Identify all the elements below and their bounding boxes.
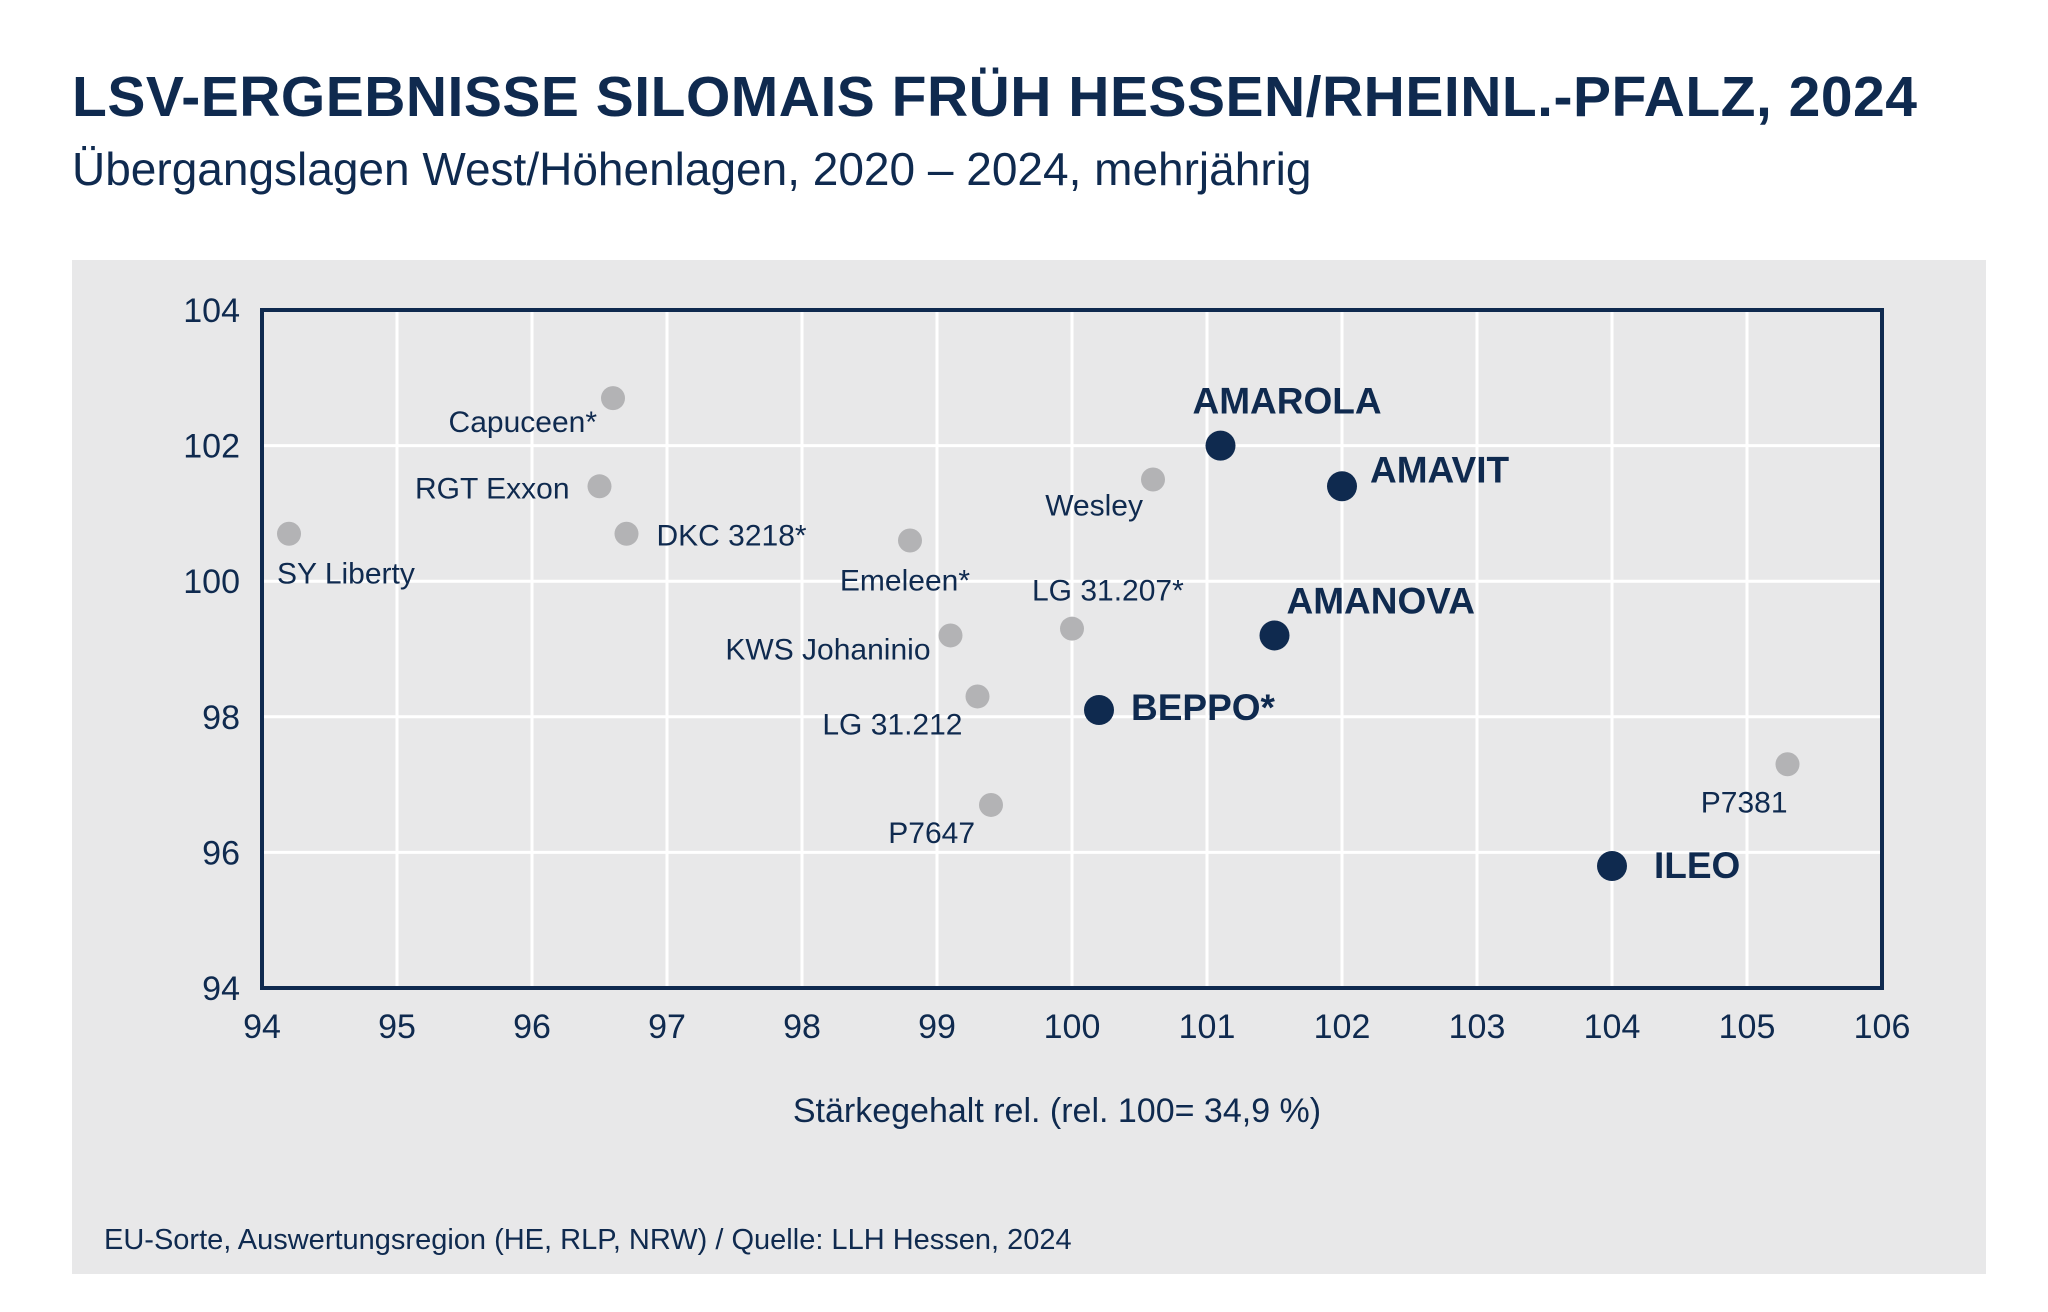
footnote: EU-Sorte, Auswertungsregion (HE, RLP, NR… <box>104 1224 1072 1256</box>
chart-subtitle: Übergangslagen West/Höhenlagen, 2020 – 2… <box>72 143 1312 195</box>
x-axis-label: Stärkegehalt rel. (rel. 100= 34,9 %) <box>793 1092 1321 1130</box>
point-labels: AMAROLA AMAVIT AMANOVA BEPPO* ILEO Capuceen* R… <box>277 381 1788 886</box>
data-point <box>965 684 990 709</box>
point-label: RGT Exxon <box>415 472 570 505</box>
y-tick-label: 96 <box>202 834 240 872</box>
point-label: DKC 3218* <box>657 520 807 553</box>
highlight-point <box>1327 471 1357 502</box>
x-tick-label: 102 <box>1314 1008 1371 1046</box>
y-tick-label: 98 <box>202 699 240 737</box>
chart-title: LSV-ERGEBNISSE SILOMAIS FRÜH HESSEN/RHEI… <box>72 65 1918 129</box>
chart-panel <box>72 260 1986 1274</box>
point-label: LG 31.207* <box>1032 575 1184 608</box>
data-point <box>1141 467 1165 492</box>
data-point <box>1775 752 1800 777</box>
data-point <box>1060 616 1084 641</box>
point-label: KWS Johaninio <box>725 633 930 666</box>
highlight-point <box>1084 695 1114 726</box>
x-tick-label: 97 <box>648 1008 686 1046</box>
x-tick-label: 95 <box>378 1008 416 1046</box>
data-point <box>938 623 963 648</box>
point-label: Wesley <box>1045 490 1143 523</box>
highlight-point-label: ILEO <box>1654 845 1740 886</box>
axis-ticks: 94 95 96 97 98 99 100 101 102 103 104 105 106 94 96 98 1… <box>183 292 1910 1046</box>
y-tick-label: 102 <box>183 428 240 466</box>
highlight-point <box>1259 620 1290 651</box>
y-tick-label: 100 <box>183 563 240 601</box>
highlight-point-label: AMANOVA <box>1287 580 1475 621</box>
x-tick-label: 94 <box>243 1008 281 1046</box>
point-label: LG 31.212 <box>822 708 962 741</box>
point-label: P7381 <box>1701 786 1788 819</box>
grid-lines <box>262 310 1882 988</box>
x-tick-label: 101 <box>1179 1008 1236 1046</box>
highlight-point-label: BEPPO* <box>1131 687 1276 728</box>
y-tick-label: 104 <box>183 292 240 330</box>
point-label: Emeleen* <box>840 565 970 598</box>
y-tick-label: 94 <box>202 970 240 1008</box>
x-tick-label: 96 <box>513 1008 551 1046</box>
data-point <box>614 521 639 546</box>
x-tick-label: 105 <box>1719 1008 1776 1046</box>
highlight-point <box>1205 430 1236 461</box>
highlight-point-label: AMAROLA <box>1193 381 1382 422</box>
data-points <box>277 386 1800 881</box>
highlight-point <box>1597 850 1627 881</box>
x-tick-label: 106 <box>1854 1008 1911 1046</box>
data-point <box>979 792 1003 817</box>
x-tick-label: 100 <box>1044 1008 1101 1046</box>
x-tick-label: 103 <box>1449 1008 1506 1046</box>
plot-frame <box>260 308 1884 990</box>
data-point <box>898 528 922 553</box>
point-label: Capuceen* <box>449 406 598 439</box>
data-point <box>601 386 625 411</box>
data-point <box>277 521 301 546</box>
x-tick-label: 104 <box>1584 1008 1641 1046</box>
point-label: SY Liberty <box>277 558 415 591</box>
x-tick-label: 99 <box>918 1008 956 1046</box>
data-point <box>587 474 612 499</box>
x-tick-label: 98 <box>783 1008 821 1046</box>
highlight-point-label: AMAVIT <box>1370 449 1509 490</box>
point-label: P7647 <box>888 817 975 850</box>
